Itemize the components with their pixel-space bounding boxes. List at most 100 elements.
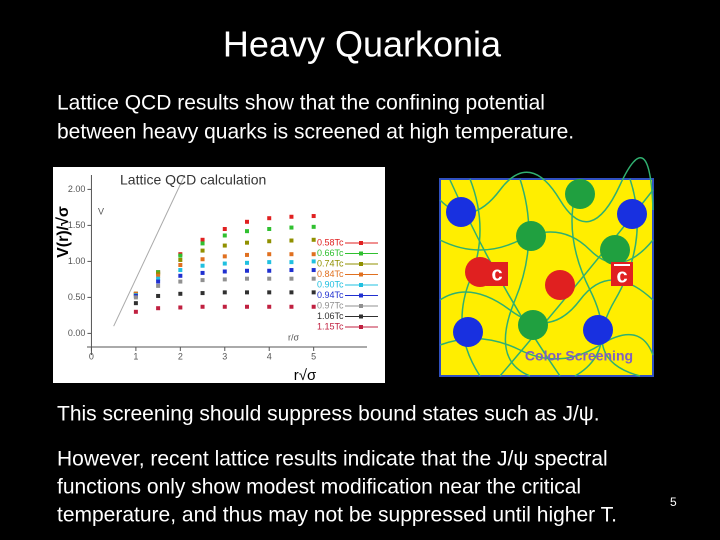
paragraph-line: functions only show modest modification … (57, 476, 581, 499)
legend-label: 0.74Tc (317, 258, 344, 268)
y-tick-label: 1.00 (68, 256, 86, 266)
data-point (133, 309, 138, 314)
data-point (245, 240, 249, 245)
data-point (289, 238, 294, 243)
data-point (289, 290, 294, 295)
charge (453, 317, 483, 347)
legend-swatch (359, 325, 363, 329)
x-tick-label: 4 (267, 351, 272, 361)
inner-y-label: V (98, 206, 104, 216)
y-tick-label: 0.00 (68, 328, 86, 338)
data-point (289, 260, 294, 265)
legend-label: 0.90Tc (317, 279, 344, 289)
data-point (289, 252, 294, 257)
data-point (200, 248, 205, 253)
data-point (222, 277, 227, 282)
data-point (311, 214, 316, 219)
x-axis-label: r√σ (294, 367, 317, 384)
data-point (289, 225, 294, 230)
data-point (222, 243, 227, 248)
data-point (200, 237, 205, 242)
data-point (245, 290, 249, 295)
title: Heavy Quarkonia (223, 24, 502, 65)
data-point (133, 301, 138, 306)
legend-swatch (359, 262, 363, 266)
x-tick-label: 5 (311, 351, 316, 361)
paragraph-line: However, recent lattice results indicate… (57, 448, 608, 471)
data-point (245, 252, 249, 257)
legend-label: 0.97Tc (317, 300, 344, 310)
x-tick-label: 0 (89, 351, 94, 361)
data-point (200, 278, 205, 283)
data-point (311, 268, 316, 273)
charge (518, 310, 548, 340)
data-point (267, 239, 272, 244)
data-point (200, 304, 205, 309)
paragraph-line: between heavy quarks is screened at high… (57, 121, 574, 144)
legend-label: 1.06Tc (317, 311, 344, 321)
data-point (245, 268, 249, 273)
data-point (222, 233, 227, 238)
page-number: 5 (670, 495, 677, 509)
legend-label: 1.15Tc (317, 321, 344, 331)
legend-swatch (359, 251, 363, 256)
quark-label: c (491, 263, 502, 285)
legend-swatch (359, 293, 363, 298)
data-point (178, 273, 183, 278)
antiquark-label: c (616, 265, 627, 287)
data-point (289, 268, 294, 273)
data-point (267, 268, 272, 273)
legend-swatch (359, 241, 363, 245)
data-point (200, 270, 205, 275)
x-tick-label: 3 (222, 351, 227, 361)
color-charges (446, 179, 647, 347)
data-point (178, 263, 183, 267)
chart-title: Lattice QCD calculation (120, 172, 266, 188)
data-point (267, 216, 272, 221)
data-point (222, 290, 227, 295)
quark-box (486, 262, 508, 286)
data-point (156, 306, 161, 311)
y-tick-label: 0.50 (68, 292, 86, 302)
data-point (311, 259, 316, 264)
data-point (133, 295, 138, 300)
legend-swatch (359, 283, 363, 287)
data-point (245, 276, 249, 281)
data-point (178, 268, 183, 273)
data-point (156, 276, 161, 281)
data-point (311, 276, 316, 281)
data-point (311, 304, 316, 309)
legend-label: 0.94Tc (317, 290, 344, 300)
reference-line (113, 174, 186, 327)
legend-swatch (359, 314, 363, 319)
data-point (267, 276, 272, 281)
data-point (245, 260, 249, 265)
data-point (200, 263, 205, 268)
charge (600, 235, 630, 265)
charge (545, 270, 575, 300)
data-point (200, 291, 205, 296)
diagram-caption: Color Screening (525, 348, 633, 364)
data-point (245, 229, 249, 234)
data-point (245, 304, 249, 309)
data-point (178, 305, 183, 310)
data-point (245, 219, 249, 224)
data-point (222, 254, 227, 259)
paragraph-line: temperature, and thus may not be suppres… (57, 504, 617, 527)
antiquark-box (611, 262, 633, 286)
data-point (267, 260, 272, 265)
charge (617, 199, 647, 229)
data-point (289, 276, 294, 281)
charge (516, 221, 546, 251)
data-point (289, 214, 294, 219)
chart: 0.000.501.001.502.000 1 2 3 4 50.58Tc0.66Tc0.… (68, 174, 378, 361)
inner-x-label: r/σ (288, 332, 299, 342)
data-point (156, 271, 161, 276)
data-point (178, 279, 183, 284)
data-point (311, 224, 316, 229)
data-point (222, 227, 227, 231)
data-point (267, 252, 272, 257)
data-point (222, 261, 227, 266)
